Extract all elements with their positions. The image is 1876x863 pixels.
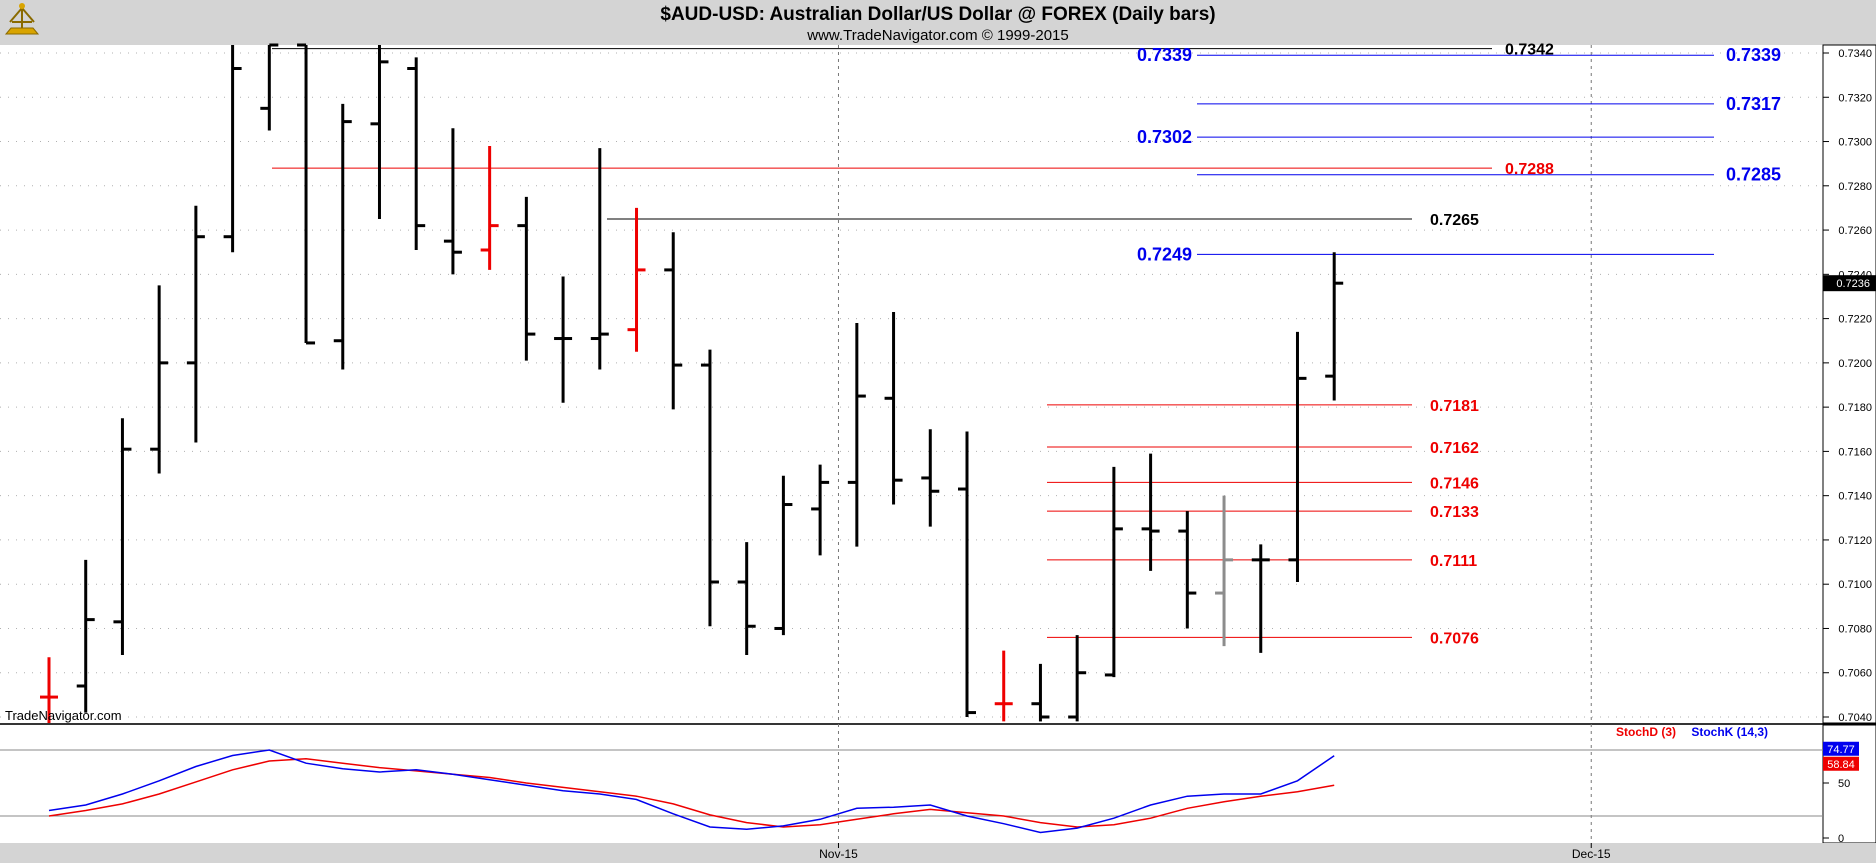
ohlc-bar xyxy=(700,349,719,627)
price-tick-label: 0.7060 xyxy=(1838,668,1872,680)
ohlc-bar xyxy=(186,205,205,443)
ohlc-bar xyxy=(297,43,316,345)
ohlc-bar xyxy=(664,232,683,410)
price-tick-label: 0.7260 xyxy=(1838,225,1872,237)
logo-icon xyxy=(4,3,40,35)
ohlc-bar xyxy=(1288,331,1307,582)
ohlc-bar xyxy=(370,45,389,219)
ohlc-bar xyxy=(150,285,169,474)
price-tick-label: 0.7120 xyxy=(1838,535,1872,547)
ohlc-bar xyxy=(554,276,573,403)
level-label: 0.7302 xyxy=(1137,127,1192,147)
level-label: 0.7249 xyxy=(1137,244,1192,264)
price-tick-label: 0.7160 xyxy=(1838,446,1872,458)
level-label: 0.7111 xyxy=(1430,553,1477,570)
date-label: Nov-15 xyxy=(819,847,858,861)
ohlc-bar xyxy=(517,196,536,361)
stoch-k-line xyxy=(48,749,1335,834)
date-axis-panel xyxy=(0,843,1876,863)
ohlc-bar xyxy=(1104,466,1123,678)
ohlc-bar xyxy=(113,418,132,656)
stoch-k-value-tag xyxy=(1823,741,1859,756)
stoch-k-legend: StochK (14,3) xyxy=(1691,725,1768,739)
ohlc-bar xyxy=(1031,663,1050,722)
level-label: 0.7133 xyxy=(1430,504,1479,521)
stoch-d-line xyxy=(48,758,1335,828)
ohlc-bar xyxy=(260,43,279,131)
level-label: 0.7181 xyxy=(1430,398,1479,415)
stoch-d-value: 58.84 xyxy=(1827,759,1855,771)
stoch-k-value: 74.77 xyxy=(1827,744,1855,756)
price-tick-label: 0.7080 xyxy=(1838,623,1872,635)
stoch-tick-label: 0 xyxy=(1838,833,1844,845)
chart-title: $AUD-USD: Australian Dollar/US Dollar @ … xyxy=(660,4,1215,25)
level-label: 0.7146 xyxy=(1430,475,1479,492)
level-label: 0.7317 xyxy=(1726,94,1781,114)
level-label: 0.7285 xyxy=(1726,165,1781,185)
ohlc-bar xyxy=(811,464,830,556)
level-label: 0.7339 xyxy=(1137,45,1192,65)
price-tick-label: 0.7220 xyxy=(1838,314,1872,326)
ohlc-bar xyxy=(76,559,95,713)
last-price-label: 0.7236 xyxy=(1836,278,1870,290)
ohlc-bar xyxy=(407,57,426,250)
ohlc-bar xyxy=(1068,635,1087,722)
ohlc-bar xyxy=(627,207,646,352)
price-tick-label: 0.7340 xyxy=(1838,48,1872,60)
price-tick-label: 0.7140 xyxy=(1838,491,1872,503)
level-label: 0.7162 xyxy=(1430,440,1479,457)
stoch-d-legend: StochD (3) xyxy=(1616,725,1676,739)
ohlc-bar xyxy=(774,475,793,636)
price-panel xyxy=(0,45,1823,723)
ohlc-bar xyxy=(1251,544,1270,653)
level-label: 0.7339 xyxy=(1726,45,1781,65)
ohlc-bar xyxy=(1141,453,1160,571)
ohlc-bar xyxy=(480,145,499,270)
level-label: 0.7265 xyxy=(1430,212,1479,229)
ohlc-bar xyxy=(333,103,352,370)
price-tick-label: 0.7200 xyxy=(1838,358,1872,370)
chart-subtitle: www.TradeNavigator.com © 1999-2015 xyxy=(806,27,1068,44)
date-label: Dec-15 xyxy=(1572,847,1611,861)
price-tick-label: 0.7320 xyxy=(1838,92,1872,104)
ohlc-bar xyxy=(921,429,940,527)
price-tick-label: 0.7100 xyxy=(1838,579,1872,591)
price-tick-label: 0.7040 xyxy=(1838,712,1872,724)
stochastic-panel xyxy=(0,725,1823,843)
level-label: 0.7076 xyxy=(1430,630,1479,647)
last-price-marker xyxy=(1823,275,1876,292)
ohlc-bar xyxy=(1215,495,1234,647)
ohlc-bar xyxy=(590,148,609,370)
ohlc-bar xyxy=(223,45,242,253)
ohlc-bar xyxy=(847,323,866,547)
ohlc-bar xyxy=(884,311,903,505)
stoch-d-value-tag xyxy=(1823,756,1859,771)
price-tick-label: 0.7180 xyxy=(1838,402,1872,414)
level-label: 0.7288 xyxy=(1505,161,1554,178)
ohlc-bar xyxy=(994,650,1013,722)
ohlc-bar xyxy=(958,431,976,717)
watermark-text: TradeNavigator.com xyxy=(5,708,122,723)
ohlc-bar xyxy=(1325,252,1344,401)
price-tick-label: 0.7300 xyxy=(1838,137,1872,149)
ohlc-bar xyxy=(737,542,756,656)
ohlc-bar xyxy=(40,657,58,723)
ohlc-bar xyxy=(443,128,462,275)
price-tick-label: 0.7280 xyxy=(1838,181,1872,193)
stoch-tick-label: 50 xyxy=(1838,778,1850,790)
price-axis-panel xyxy=(1822,44,1876,724)
ohlc-bar xyxy=(1178,511,1197,629)
level-label: 0.7342 xyxy=(1505,42,1554,59)
